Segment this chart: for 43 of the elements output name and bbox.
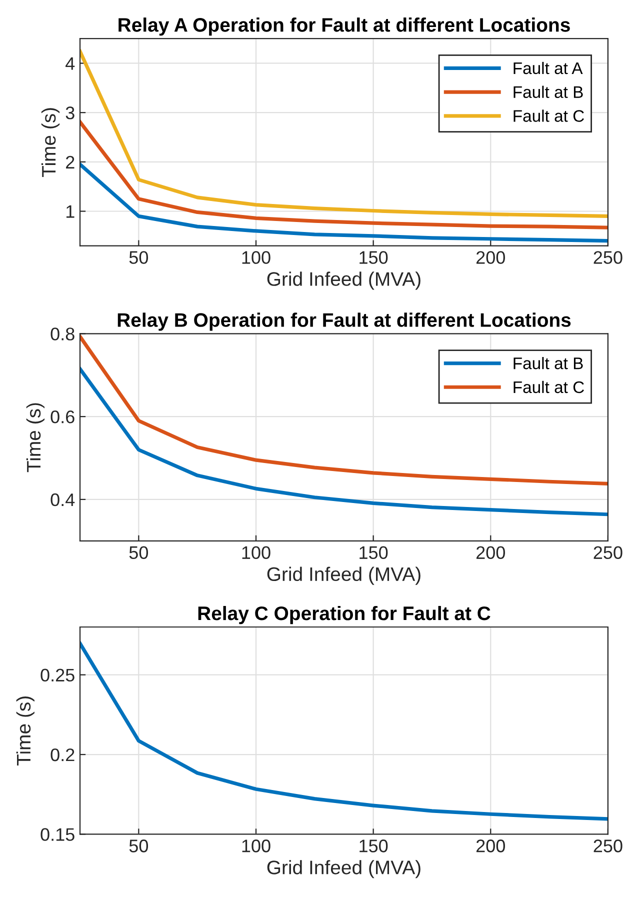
chart-title: Relay B Operation for Fault at different Locations <box>118 312 571 331</box>
y-tick-label: 2 <box>66 156 74 168</box>
y-tick-label: 0.2 <box>50 748 74 762</box>
y-tick-label: 1 <box>66 205 74 218</box>
legend-label: Fault at B <box>514 357 583 370</box>
y-axis-title: Time (s) <box>41 108 60 178</box>
legend-label: Fault at C <box>514 380 584 394</box>
x-tick-label: 50 <box>129 251 148 264</box>
x-tick-label: 150 <box>360 251 388 264</box>
line-series <box>80 120 608 230</box>
y-axis-title: Time (s) <box>26 403 44 472</box>
x-axis-title: Grid Infeed (MVA) <box>267 272 420 290</box>
x-tick-label: 200 <box>476 251 505 264</box>
chart-title: Relay A Operation for Fault at different Locations <box>118 18 570 36</box>
y-tick-label: 0.25 <box>40 668 74 682</box>
y-tick-label: 3 <box>66 106 74 120</box>
legend-label: Fault at B <box>514 86 583 98</box>
x-tick-label: 150 <box>360 546 388 560</box>
y-tick-label: 0.8 <box>50 328 74 340</box>
x-tick-label: 100 <box>242 251 270 264</box>
x-tick-label: 250 <box>594 840 622 852</box>
x-tick-label: 50 <box>129 840 148 852</box>
x-axis-title: Grid Infeed (MVA) <box>267 566 420 585</box>
y-tick-label: 0.6 <box>50 410 74 424</box>
line-series <box>80 50 608 218</box>
chart-title: Relay C Operation for Fault at C <box>198 606 490 624</box>
x-tick-label: 200 <box>476 546 505 560</box>
legend-label: Fault at A <box>514 62 583 74</box>
x-tick-label: 150 <box>360 840 388 852</box>
line-series <box>80 642 608 821</box>
legend-label: Fault at C <box>514 110 584 122</box>
x-tick-label: 50 <box>129 546 148 560</box>
line-series <box>80 162 608 243</box>
x-tick-label: 100 <box>242 840 270 852</box>
x-axis-title: Grid Infeed (MVA) <box>267 860 420 878</box>
x-tick-label: 250 <box>594 546 622 560</box>
y-tick-label: 0.4 <box>50 493 75 506</box>
y-tick-label: 0.15 <box>40 828 74 841</box>
y-axis-title: Time (s) <box>16 696 34 766</box>
y-tick-label: 4 <box>66 57 75 70</box>
x-tick-label: 200 <box>476 840 505 852</box>
x-tick-label: 250 <box>594 251 622 264</box>
x-tick-label: 100 <box>242 546 270 560</box>
